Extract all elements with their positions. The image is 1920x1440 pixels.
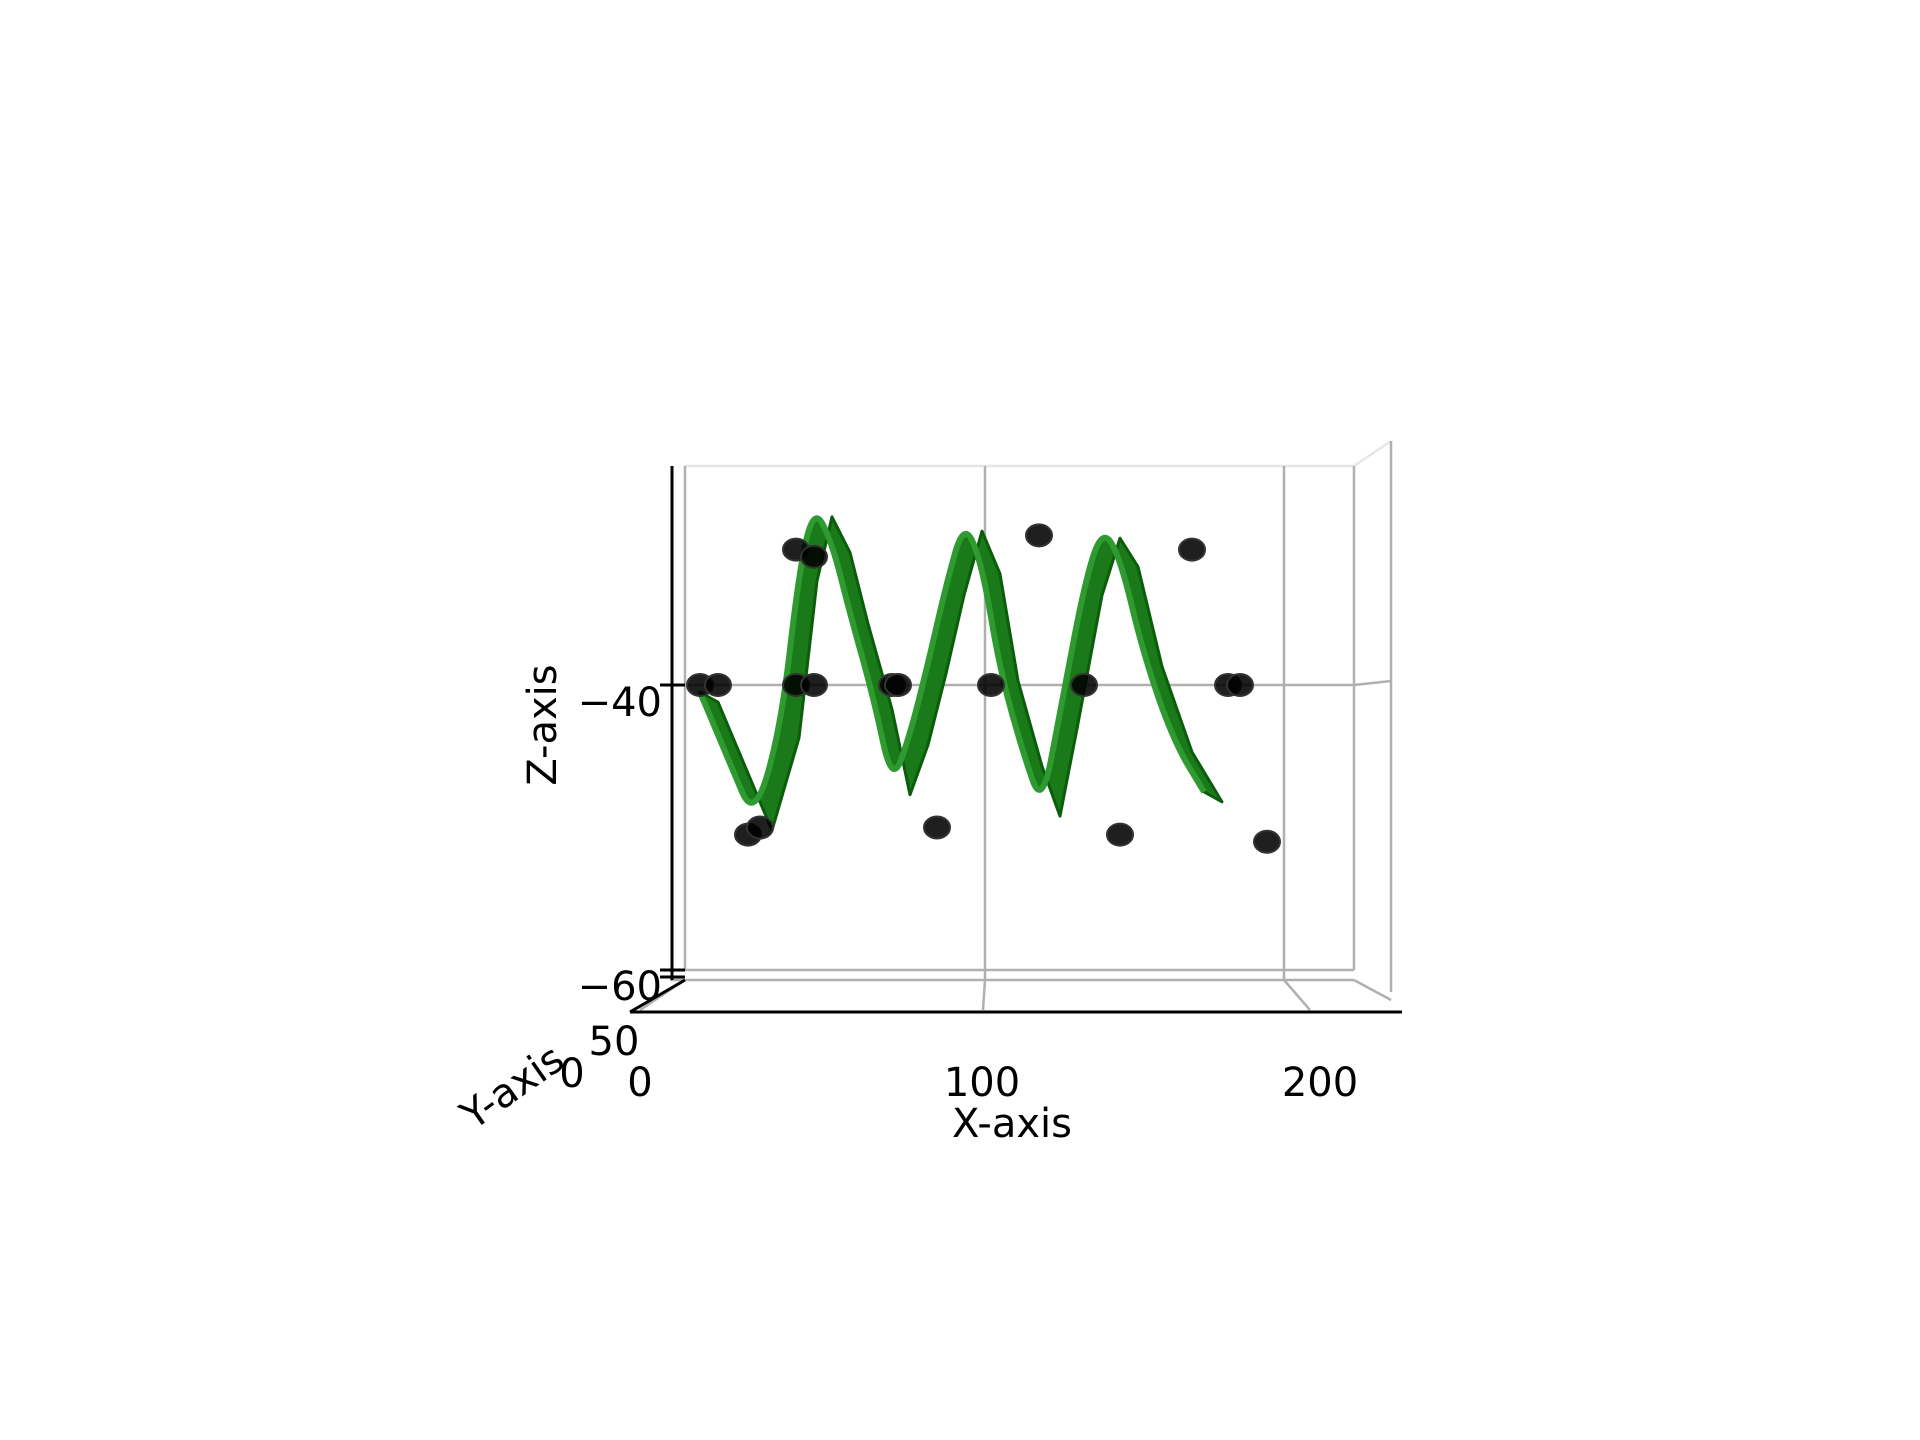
scatter-point (1226, 673, 1254, 697)
scatter-layer (686, 523, 1281, 854)
x-axis-label: X-axis (952, 1101, 1072, 1147)
pane-right-back-edge (1353, 439, 1392, 468)
x-tick-label-200: 200 (1282, 1060, 1358, 1106)
pane-floor-right-edge (1353, 978, 1392, 1002)
scatter-point (884, 673, 912, 697)
surface-ribbon (698, 515, 1224, 832)
scatter-point (923, 815, 951, 840)
grid-z-minus40-side (1353, 679, 1392, 687)
z-tick-label-minus40: −40 (578, 680, 662, 726)
y-axis-label: Y-axis (452, 1036, 573, 1140)
y-tick-label-50: 50 (589, 1019, 640, 1065)
y-axis-stub (629, 978, 686, 1014)
scatter-point (800, 673, 828, 697)
x-tick-label-0: 0 (627, 1060, 652, 1106)
scatter-point (1025, 523, 1053, 548)
z-tick-label-minus60: −60 (578, 964, 662, 1010)
scatter-point (1178, 537, 1206, 562)
scatter-point (1070, 673, 1098, 697)
x-tick-label-100: 100 (944, 1060, 1020, 1106)
scatter-point (800, 544, 828, 569)
axis-lines (629, 466, 1402, 1014)
surface-crest-line (697, 515, 1207, 806)
surface-layer (697, 515, 1224, 832)
scatter-point (977, 673, 1005, 697)
scatter-point (1253, 829, 1281, 854)
grid-floor-200 (1283, 979, 1311, 1011)
scatter-point (704, 673, 732, 697)
z-axis-label: Z-axis (520, 664, 566, 785)
scatter-point (746, 815, 774, 840)
grid-floor-100 (981, 979, 987, 1011)
scatter-point (1106, 822, 1134, 847)
y-tick-label-0: 0 (559, 1051, 584, 1097)
